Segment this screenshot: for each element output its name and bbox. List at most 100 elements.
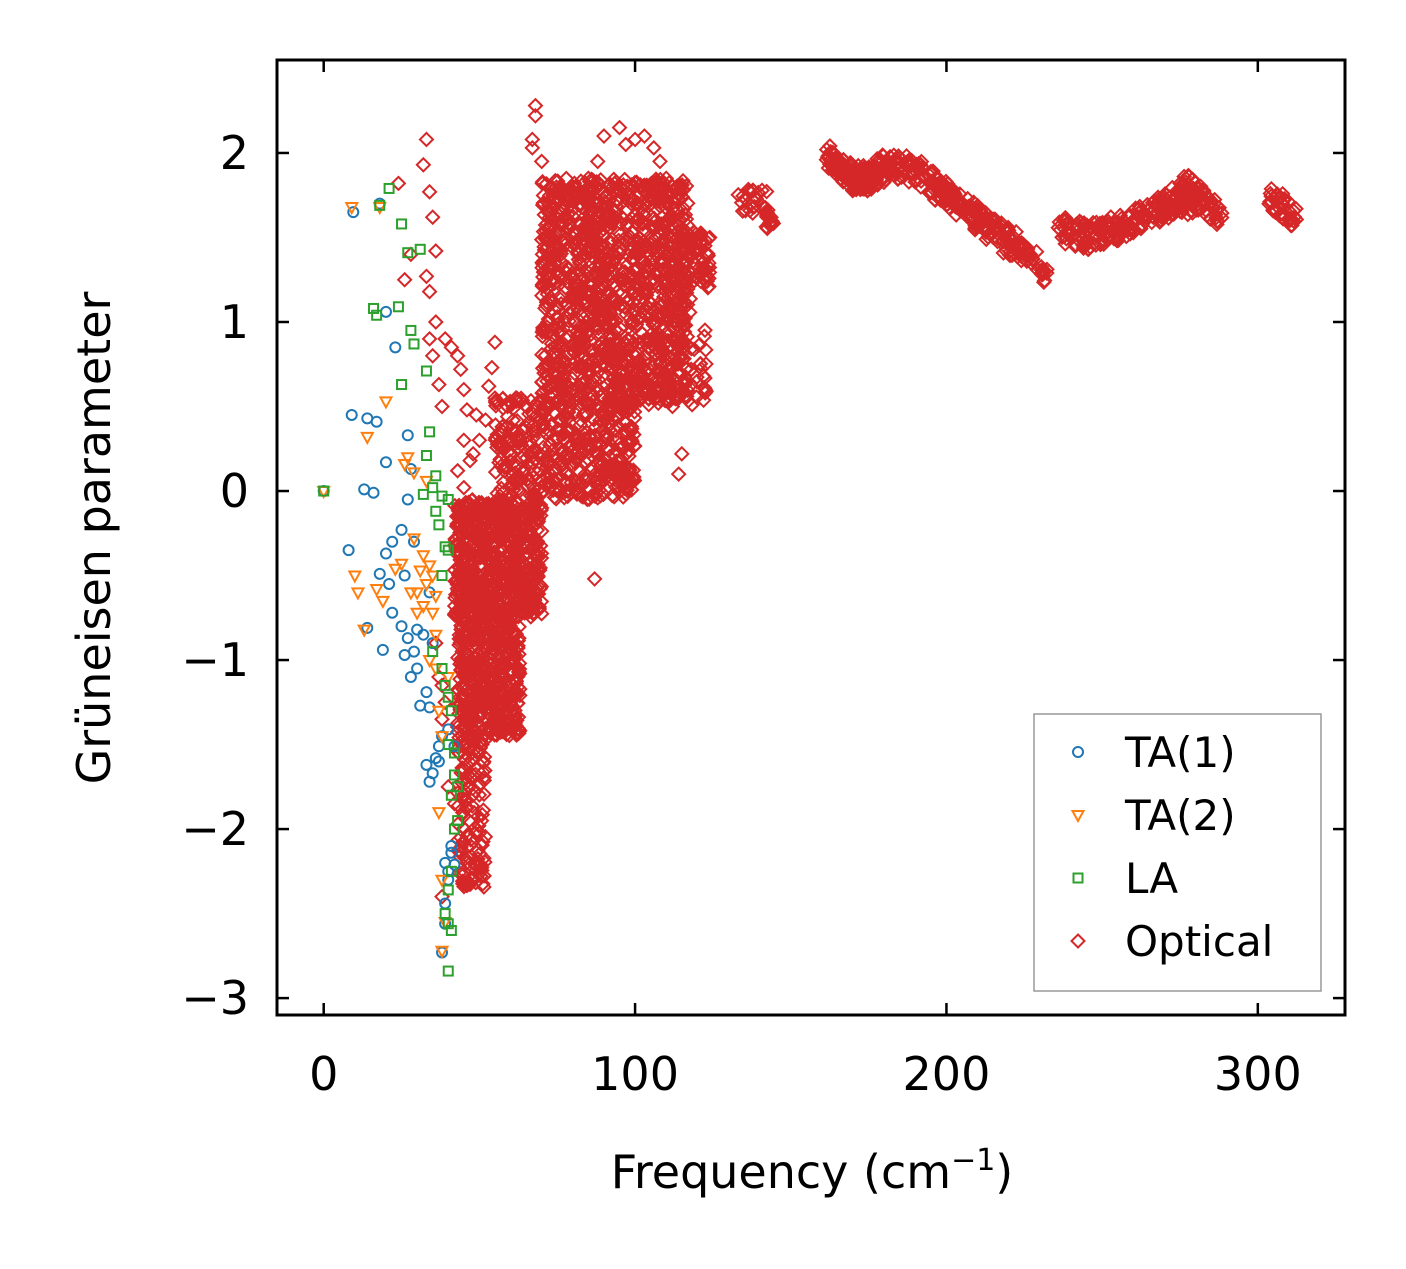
point-optical (454, 520, 470, 537)
point-optical (646, 210, 662, 227)
point-optical (475, 833, 491, 850)
point-optical (471, 787, 488, 803)
point-optical (1058, 230, 1075, 247)
point-optical (1022, 246, 1039, 263)
point-optical (569, 300, 586, 316)
point-optical (1174, 185, 1191, 202)
point-ta-1 (376, 643, 389, 656)
point-optical (566, 454, 583, 471)
point-ta-1 (429, 752, 442, 765)
point-optical (583, 171, 600, 188)
point-optical (624, 329, 641, 345)
point-optical (625, 369, 642, 386)
point-optical (1005, 229, 1022, 246)
point-optical (519, 471, 536, 488)
point-optical (533, 374, 550, 391)
point-optical (591, 363, 607, 380)
point-optical (487, 464, 504, 481)
point-ta-2 (441, 671, 456, 686)
point-optical (614, 263, 631, 280)
point-optical (1202, 196, 1219, 213)
point-optical (457, 850, 474, 867)
point-optical (457, 549, 473, 565)
point-optical (519, 505, 536, 522)
point-optical (625, 262, 642, 278)
point-optical (1207, 206, 1224, 223)
legend-marker-optical (1070, 933, 1086, 949)
point-optical (529, 407, 545, 424)
x-axis-label: Frequency (cm−1) (611, 1143, 1014, 1199)
point-optical (967, 217, 984, 234)
point-la (408, 338, 420, 350)
point-optical (473, 633, 490, 650)
point-optical (612, 297, 629, 314)
point-optical (634, 241, 650, 258)
point-optical (600, 440, 616, 457)
point-optical (622, 310, 638, 327)
point-optical (450, 572, 466, 588)
point-optical (696, 379, 713, 396)
point-optical (1109, 218, 1126, 235)
point-optical (619, 202, 636, 218)
point-ta-1 (370, 415, 383, 428)
point-optical (421, 283, 438, 300)
point-optical (554, 369, 571, 385)
point-optical (1184, 171, 1200, 188)
point-optical (614, 343, 631, 360)
point-optical (456, 556, 473, 573)
point-la (445, 789, 457, 801)
point-optical (464, 564, 481, 581)
point-la (430, 505, 442, 517)
point-optical (561, 313, 578, 329)
point-optical (557, 232, 574, 249)
point-optical (454, 502, 470, 519)
point-optical (1082, 239, 1099, 256)
point-optical (628, 214, 645, 231)
point-optical (577, 466, 594, 483)
point-ta-1 (401, 429, 414, 442)
point-la (383, 182, 395, 194)
point-optical (745, 182, 761, 199)
point-optical (534, 269, 551, 285)
point-ta-1 (395, 620, 408, 633)
point-optical (545, 272, 562, 288)
point-optical (418, 268, 435, 285)
point-optical (490, 586, 507, 603)
point-optical (546, 346, 563, 363)
point-optical (449, 462, 466, 479)
point-optical (546, 474, 563, 491)
point-optical (588, 427, 605, 444)
point-optical (558, 466, 575, 483)
point-optical (618, 403, 634, 419)
point-optical (572, 265, 589, 282)
point-ta-1 (445, 839, 458, 852)
point-ta-1 (408, 535, 421, 548)
point-optical (1054, 219, 1071, 235)
point-optical (672, 348, 689, 365)
point-optical (571, 449, 587, 466)
series-Optical (390, 97, 1305, 905)
point-optical (430, 376, 447, 393)
point-optical (538, 322, 555, 338)
point-la (442, 493, 454, 505)
point-optical (570, 251, 587, 268)
point-optical (1035, 274, 1052, 291)
point-optical (497, 612, 513, 629)
point-optical (830, 165, 847, 182)
point-optical (519, 477, 536, 494)
point-optical (463, 504, 480, 521)
point-optical (571, 282, 588, 299)
point-optical (480, 378, 497, 395)
point-ta-2 (434, 874, 450, 888)
point-optical (452, 361, 469, 378)
point-ta-1 (411, 662, 424, 675)
point-optical (476, 786, 492, 803)
point-optical (1150, 189, 1166, 206)
point-optical (593, 350, 610, 367)
point-optical (575, 407, 591, 424)
point-optical (469, 822, 486, 839)
point-optical (575, 435, 592, 452)
point-optical (674, 226, 691, 243)
point-optical (882, 158, 898, 175)
point-optical (659, 235, 676, 252)
